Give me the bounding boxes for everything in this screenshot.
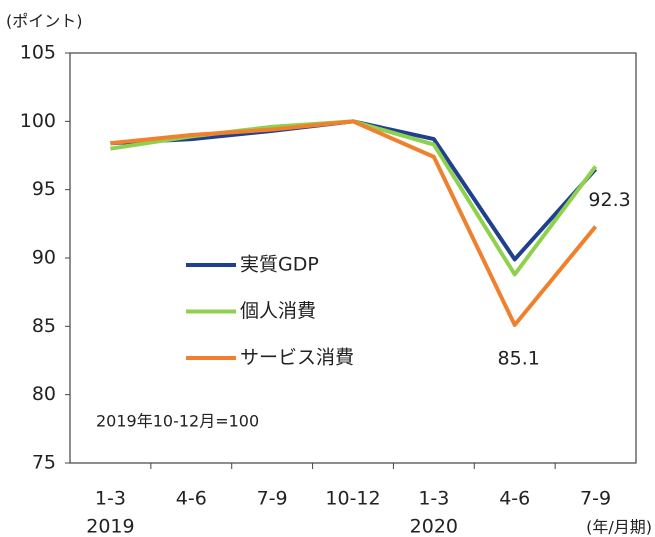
y-tick-label: 75	[32, 452, 56, 474]
y-tick-label: 105	[20, 42, 56, 64]
plot-frame	[69, 52, 637, 464]
legend-label: 個人消費	[240, 300, 316, 322]
y-tick-label: 85	[32, 315, 56, 337]
annotation: 2019年10-12月=100	[96, 412, 259, 431]
y-tick-label: 80	[32, 383, 56, 405]
x-tick-label: 4-6	[499, 488, 530, 510]
y-tick-label: 90	[32, 247, 56, 269]
legend-label: サービス消費	[240, 347, 354, 369]
data-label: 85.1	[498, 347, 540, 369]
year-label: 2020	[410, 516, 458, 537]
x-tick-label: 4-6	[176, 488, 207, 510]
x-unit-label: (年/月期)	[586, 518, 652, 537]
x-tick-label: 7-9	[257, 488, 288, 510]
x-tick-label: 1-3	[418, 488, 449, 510]
series-line	[110, 119, 598, 262]
data-label: 92.3	[588, 189, 630, 211]
y-tick-label: 95	[32, 178, 56, 200]
y-tick-label: 100	[20, 110, 56, 132]
x-tick-label: 1-3	[95, 488, 126, 510]
year-label: 2019	[86, 516, 134, 537]
legend-label: 実質GDP	[240, 254, 319, 276]
series-line	[110, 119, 598, 327]
y-unit-label: (ポイント)	[6, 12, 83, 31]
x-tick-label: 7-9	[580, 488, 611, 510]
x-tick-label: 10-12	[325, 488, 380, 510]
